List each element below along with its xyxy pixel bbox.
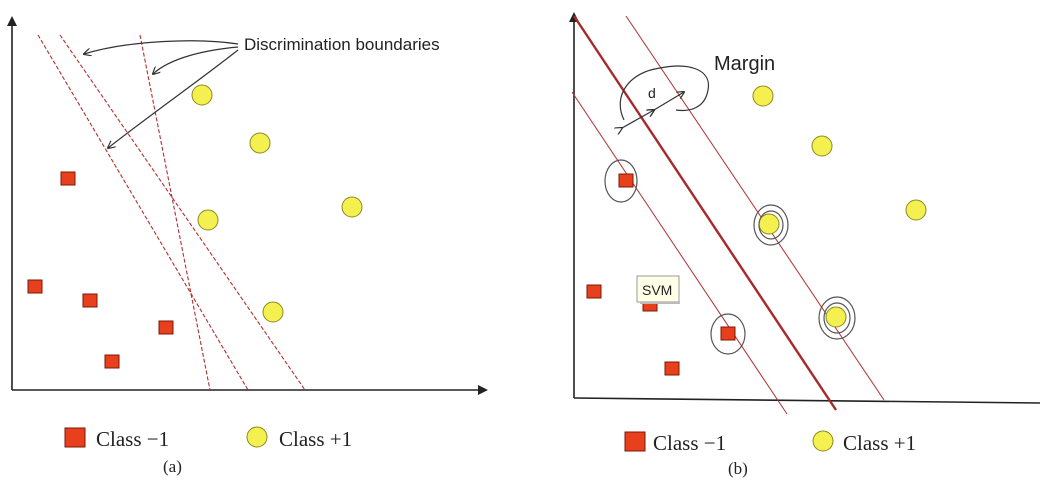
panel-b-class-pos-point (758, 213, 780, 235)
panel-a-class-neg-point (60, 171, 76, 186)
panel-b-class-neg-point (720, 326, 736, 341)
panel-a: Discrimination boundaries Class −1 Class… (6, 16, 488, 476)
panel-a-legend-neg-label: Class −1 (96, 427, 169, 451)
panel-a-caption: (a) (163, 457, 182, 476)
panel-a-annotation-label: Discrimination boundaries (244, 35, 440, 54)
panel-b-class-neg-point (664, 361, 680, 376)
panel-b-class-pos-point (811, 135, 833, 157)
panel-a-legend-pos-label: Class +1 (279, 427, 352, 451)
panel-b-class-neg-point (618, 173, 634, 188)
panel-b-caption: (b) (728, 459, 748, 478)
panel-b-legend-pos-label: Class +1 (843, 431, 916, 455)
panel-a-annotation-arrow-2 (153, 46, 239, 74)
panel-b-support-vector-ring (758, 210, 784, 240)
panel-a-annotation-arrow-3 (108, 49, 239, 148)
panel-b-distance-label: d (648, 85, 656, 101)
panel-b: d Margin SVM Class −1 Class +1 (b) (569, 12, 1041, 478)
panel-b-margin-label: Margin (714, 53, 775, 75)
panel-b-svm-tooltip-label: SVM (642, 282, 672, 298)
panel-a-class-pos-point (197, 209, 219, 231)
panel-b-legend-neg-label: Class −1 (653, 431, 726, 455)
panel-b-support-vector-ring (823, 302, 851, 334)
panel-b-legend-pos-swatch (812, 430, 834, 452)
panel-b-support-vector-ring (753, 204, 789, 246)
panel-a-boundary-3 (139, 34, 211, 391)
panel-a-class-pos-point (341, 196, 363, 218)
panel-a-class-pos-point (191, 84, 213, 106)
panel-a-boundary-2 (59, 34, 306, 391)
panel-b-x-axis (573, 397, 1041, 404)
panel-b-distance-arrow-2 (654, 92, 684, 110)
panel-b-margin-lasso (619, 65, 709, 121)
panel-a-class-pos-point (262, 301, 284, 323)
panel-a-class-neg-point (82, 293, 98, 308)
panel-a-class-pos-point (249, 132, 271, 154)
panel-b-margin-line-upper (625, 15, 885, 401)
panel-b-support-vector-ring (710, 313, 746, 355)
panel-b-legend-neg-swatch (624, 431, 646, 452)
panel-b-class-pos-point (825, 306, 847, 328)
panel-b-support-vector-ring (818, 296, 856, 340)
panel-a-annotation-arrow-1 (84, 40, 239, 54)
panel-b-class-pos-point (752, 85, 774, 107)
panel-b-svm-hyperplane (573, 15, 837, 411)
panel-a-legend-neg-swatch (64, 427, 86, 448)
panel-a-class-neg-point (158, 320, 174, 335)
panel-a-boundary-1 (37, 34, 249, 391)
panel-a-class-neg-point (27, 279, 43, 294)
panel-b-class-neg-point (586, 284, 602, 299)
panel-b-class-pos-point (905, 199, 927, 221)
panel-a-legend-pos-swatch (246, 426, 268, 448)
panel-b-margin-line-lower (571, 91, 788, 415)
panel-b-support-vector-ring (604, 159, 638, 203)
panel-a-class-neg-point (104, 354, 120, 369)
